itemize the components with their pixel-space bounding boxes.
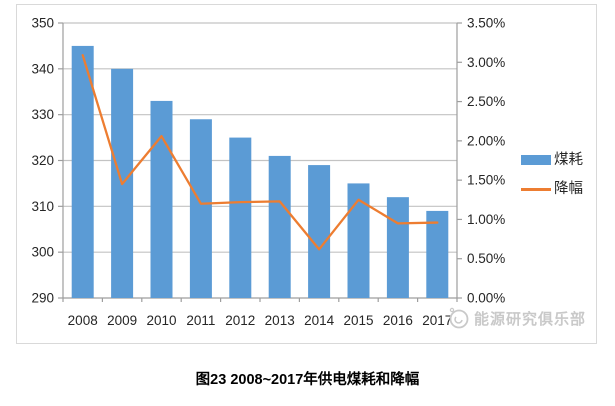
bar-2015 — [347, 183, 370, 298]
watermark: 能源研究俱乐部 — [447, 306, 586, 330]
watermark-logo-icon — [449, 307, 469, 329]
figure-caption: 图23 2008~2017年供电煤耗和降幅 — [195, 372, 420, 388]
left-axis-tick-label: 310 — [31, 199, 54, 214]
right-axis-tick-label: 2.50% — [467, 94, 505, 109]
legend-line-swatch — [521, 187, 551, 191]
bar-2014 — [308, 165, 331, 298]
x-axis-label-2017: 2017 — [422, 313, 452, 328]
left-axis-tick-label: 350 — [31, 16, 54, 31]
right-axis-tick-label: 0.50% — [467, 251, 505, 266]
x-axis-label-2009: 2009 — [107, 313, 137, 328]
right-axis-tick-label: 3.00% — [467, 55, 505, 70]
bar-2008 — [71, 45, 94, 298]
bar-2013 — [268, 155, 291, 298]
legend-label-decrease-rate: 降幅 — [554, 181, 583, 197]
x-axis-label-2013: 2013 — [265, 313, 295, 328]
x-axis-label-2015: 2015 — [343, 313, 373, 328]
x-axis-label-2014: 2014 — [304, 313, 335, 328]
right-axis-tick-label: 1.00% — [467, 212, 505, 227]
right-axis-tick-label: 1.50% — [467, 173, 505, 188]
left-axis-tick-label: 320 — [31, 153, 54, 168]
combo-chart: 290 300 310 320 330 340 350 0.00% 0.50% 1.00% 1.50… — [31, 16, 505, 329]
legend-label-coal-consumption: 煤耗 — [554, 152, 583, 168]
bar-2011 — [189, 119, 212, 298]
left-axis-tick-label: 340 — [31, 61, 54, 76]
x-axis-label-2012: 2012 — [225, 313, 255, 328]
x-axis-label-2010: 2010 — [146, 313, 176, 328]
decrease-rate-line — [81, 54, 439, 251]
watermark-text: 能源研究俱乐部 — [474, 310, 587, 328]
x-axis-label-2008: 2008 — [68, 313, 98, 328]
bar-2012 — [229, 137, 252, 298]
legend-item-coal-consumption: 煤耗 — [521, 151, 583, 169]
bar-2016 — [386, 197, 409, 298]
bar-2017 — [426, 210, 449, 298]
right-axis-tick-label: 3.50% — [467, 16, 505, 31]
left-axis-tick-label: 330 — [31, 107, 54, 122]
x-axis-label-2016: 2016 — [383, 313, 413, 328]
legend-bar-swatch — [521, 155, 551, 165]
right-axis-tick-label: 2.00% — [467, 133, 505, 148]
right-axis-tick-label: 0.00% — [467, 291, 505, 306]
left-axis-tick-label: 290 — [31, 291, 54, 306]
bar-2010 — [150, 100, 173, 299]
chart-legend: 煤耗 降幅 — [521, 151, 583, 209]
left-axis-tick-label: 300 — [31, 245, 54, 260]
legend-item-decrease-rate: 降幅 — [521, 180, 583, 198]
x-axis-label-2011: 2011 — [186, 313, 215, 328]
